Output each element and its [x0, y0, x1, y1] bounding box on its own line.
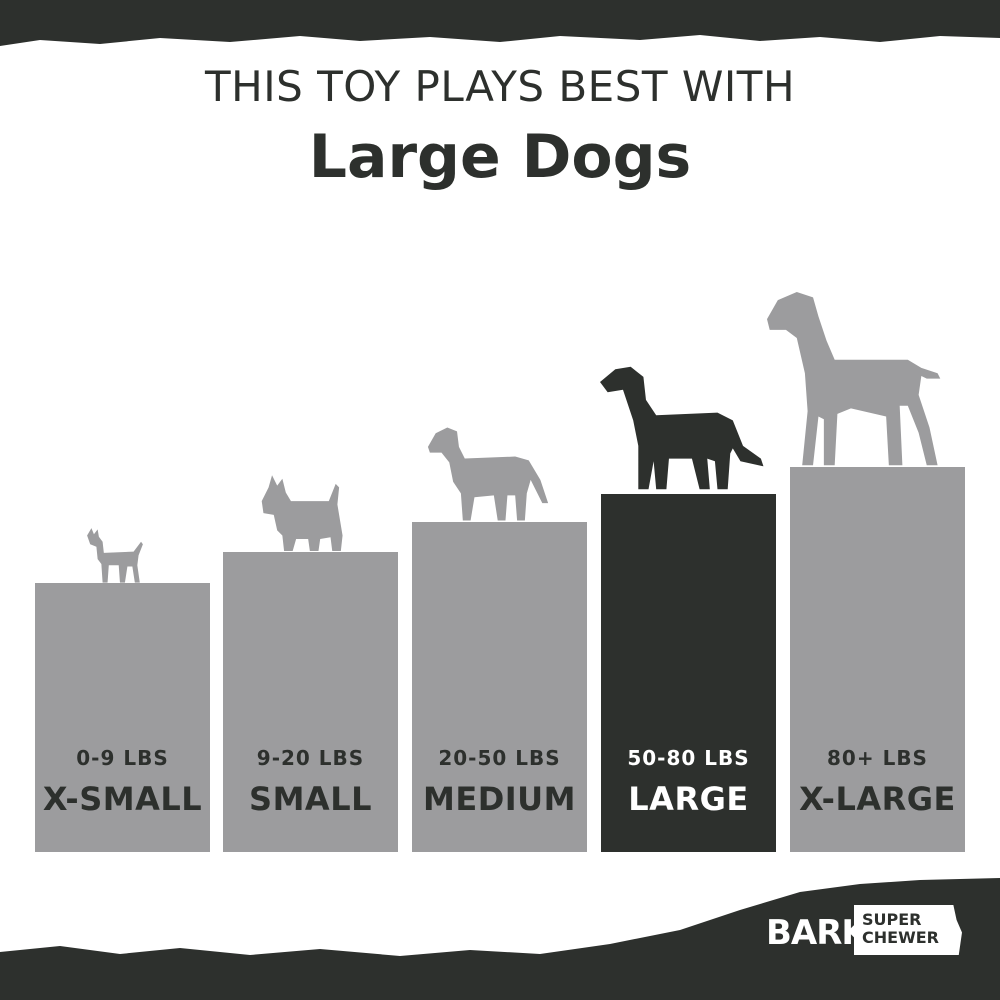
- heading-size: Large Dogs: [308, 122, 692, 192]
- size-label: X-SMALL: [42, 780, 203, 818]
- size-bar-large: 50-80 LBS LARGE: [601, 494, 776, 852]
- size-label: LARGE: [628, 780, 749, 818]
- bottom-torn-band: [0, 878, 1000, 1000]
- retriever-silhouette-icon: [600, 366, 764, 490]
- weight-range: 9-20 LBS: [256, 746, 365, 770]
- top-torn-band: [0, 0, 1000, 46]
- size-bar-x-large: 80+ LBS X-LARGE: [790, 467, 965, 852]
- size-bar-x-small: 0-9 LBS X-SMALL: [35, 583, 210, 852]
- size-label: X-LARGE: [799, 780, 956, 818]
- weight-range: 0-9 LBS: [76, 746, 169, 770]
- size-label: MEDIUM: [423, 780, 576, 818]
- weight-range: 20-50 LBS: [438, 746, 561, 770]
- size-bar-small: 9-20 LBS SMALL: [223, 552, 398, 852]
- logo-chewer: CHEWER: [862, 928, 939, 947]
- bark-super-chewer-logo: BARK SUPER CHEWER: [766, 905, 966, 957]
- size-bar-medium: 20-50 LBS MEDIUM: [412, 522, 587, 852]
- lab-silhouette-icon: [427, 427, 549, 521]
- logo-super: SUPER: [862, 910, 922, 929]
- heading-intro: THIS TOY PLAYS BEST WITH: [204, 62, 796, 111]
- weight-range: 50-80 LBS: [627, 746, 750, 770]
- logo-bark: BARK: [766, 913, 868, 953]
- size-label: SMALL: [249, 780, 372, 818]
- logo-super-chewer: SUPER CHEWER: [854, 905, 962, 955]
- great-dane-silhouette-icon: [767, 292, 941, 466]
- terrier-silhouette-icon: [261, 475, 343, 551]
- chihuahua-silhouette-icon: [87, 528, 143, 583]
- weight-range: 80+ LBS: [827, 746, 928, 770]
